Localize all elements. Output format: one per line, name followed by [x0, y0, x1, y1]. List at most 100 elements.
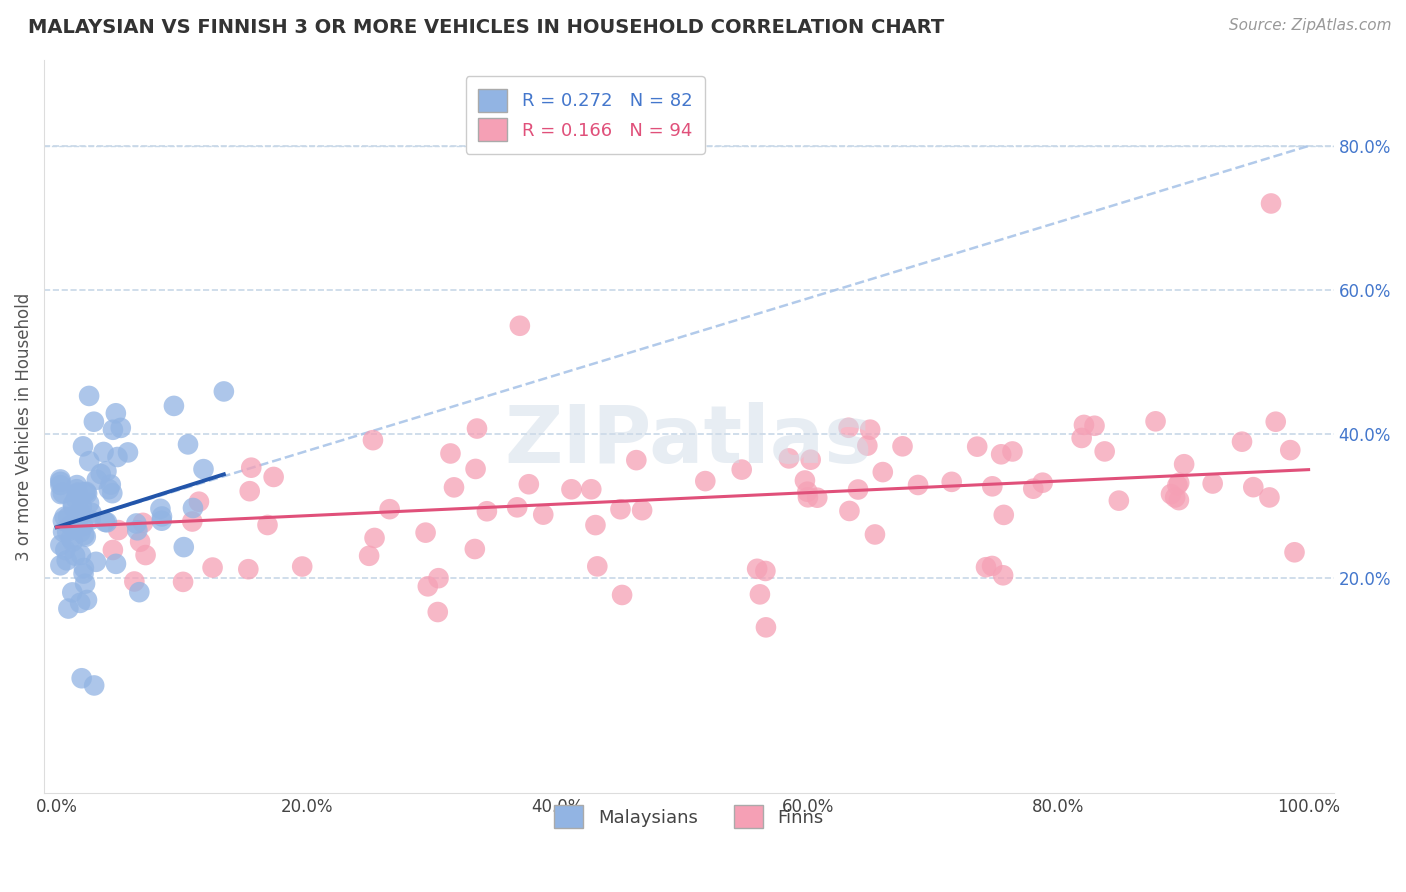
- Point: [838, 504, 860, 518]
- Point: [581, 483, 603, 497]
- Point: [796, 484, 818, 499]
- Point: [464, 462, 486, 476]
- Point: [56, 524, 79, 539]
- Point: [1260, 196, 1282, 211]
- Point: [149, 501, 172, 516]
- Point: [59, 532, 82, 546]
- Y-axis label: 3 or more Vehicles in Household: 3 or more Vehicles in Household: [15, 293, 32, 560]
- Point: [531, 508, 554, 522]
- Point: [63, 522, 86, 536]
- Point: [86, 473, 108, 487]
- Point: [77, 454, 100, 468]
- Point: [63, 549, 86, 563]
- Point: [70, 671, 93, 685]
- Point: [60, 585, 83, 599]
- Point: [69, 504, 91, 518]
- Point: [981, 559, 1004, 574]
- Point: [239, 484, 262, 499]
- Point: [66, 487, 89, 501]
- Point: [991, 568, 1014, 582]
- Point: [974, 560, 997, 574]
- Legend: Malaysians, Finns: Malaysians, Finns: [547, 798, 831, 836]
- Point: [1160, 487, 1182, 501]
- Point: [75, 576, 97, 591]
- Point: [560, 483, 582, 497]
- Point: [1164, 491, 1187, 505]
- Point: [56, 510, 79, 524]
- Point: [73, 485, 96, 500]
- Text: Source: ZipAtlas.com: Source: ZipAtlas.com: [1229, 18, 1392, 33]
- Point: [52, 514, 75, 528]
- Point: [966, 440, 988, 454]
- Text: ZIPatlas: ZIPatlas: [505, 402, 873, 480]
- Point: [77, 389, 100, 403]
- Point: [59, 518, 82, 533]
- Point: [181, 500, 204, 515]
- Point: [359, 549, 381, 563]
- Point: [181, 515, 204, 529]
- Point: [62, 500, 84, 514]
- Point: [506, 500, 529, 515]
- Point: [124, 574, 146, 589]
- Point: [1241, 480, 1264, 494]
- Point: [128, 585, 150, 599]
- Point: [96, 516, 118, 530]
- Point: [52, 486, 75, 500]
- Point: [93, 445, 115, 459]
- Point: [416, 579, 439, 593]
- Point: [55, 553, 77, 567]
- Point: [1230, 434, 1253, 449]
- Point: [859, 423, 882, 437]
- Point: [83, 415, 105, 429]
- Point: [800, 452, 823, 467]
- Point: [72, 519, 94, 533]
- Point: [177, 437, 200, 451]
- Point: [107, 523, 129, 537]
- Point: [201, 560, 224, 574]
- Point: [846, 483, 869, 497]
- Point: [73, 561, 96, 575]
- Point: [60, 518, 83, 533]
- Point: [1201, 476, 1223, 491]
- Point: [731, 462, 754, 476]
- Point: [52, 524, 75, 539]
- Point: [585, 518, 607, 533]
- Point: [69, 596, 91, 610]
- Point: [1001, 444, 1024, 458]
- Point: [65, 482, 87, 496]
- Point: [76, 593, 98, 607]
- Point: [475, 504, 498, 518]
- Point: [439, 446, 461, 460]
- Point: [75, 530, 97, 544]
- Point: [263, 470, 285, 484]
- Point: [443, 480, 465, 494]
- Point: [135, 548, 157, 562]
- Point: [150, 514, 173, 528]
- Point: [509, 318, 531, 333]
- Point: [1166, 478, 1188, 492]
- Point: [77, 496, 100, 510]
- Point: [53, 542, 76, 557]
- Point: [856, 439, 879, 453]
- Point: [150, 509, 173, 524]
- Point: [104, 406, 127, 420]
- Point: [94, 515, 117, 529]
- Point: [65, 491, 87, 506]
- Point: [72, 439, 94, 453]
- Point: [981, 479, 1004, 493]
- Point: [1279, 443, 1302, 458]
- Point: [240, 460, 263, 475]
- Point: [49, 538, 72, 552]
- Point: [891, 439, 914, 453]
- Point: [70, 500, 93, 514]
- Point: [1073, 417, 1095, 432]
- Point: [610, 588, 633, 602]
- Point: [49, 478, 72, 492]
- Point: [941, 475, 963, 489]
- Point: [127, 523, 149, 537]
- Point: [132, 516, 155, 530]
- Point: [212, 384, 235, 399]
- Point: [101, 543, 124, 558]
- Point: [755, 620, 778, 634]
- Point: [96, 464, 118, 478]
